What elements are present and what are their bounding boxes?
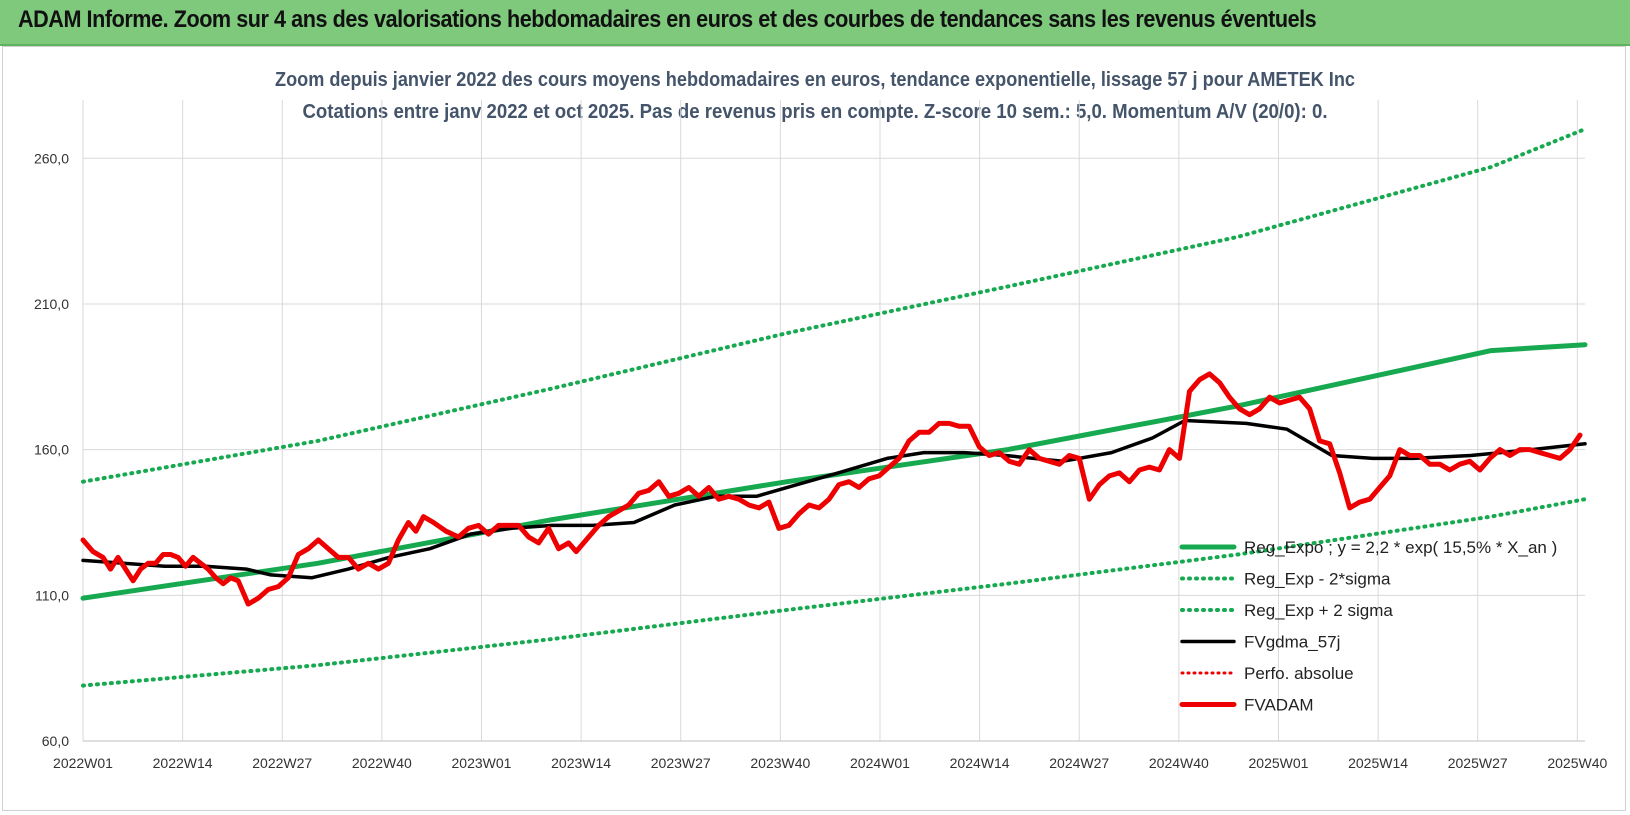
axes: 60,0 110,0 160,0 210,0 260,0 2022W01 2022W14 20… [34, 150, 1608, 771]
legend-label-reg: Reg_Expo ; y = 2,2 * exp( 15,5% * X_an ) [1244, 538, 1557, 557]
y-tick-label: 160,0 [34, 442, 69, 458]
chart-title: Zoom depuis janvier 2022 des cours moyen… [275, 69, 1355, 91]
series-line-fvadam [80, 371, 1583, 607]
legend-label-high: Reg_Exp + 2 sigma [1244, 601, 1393, 620]
x-tick-label: 2022W40 [352, 755, 412, 771]
chart-frame [2, 46, 1626, 811]
series-line-reg [80, 342, 1588, 601]
series-line-low [81, 497, 1587, 688]
x-tick-label: 2025W14 [1348, 755, 1408, 771]
report-title: ADAM Informe. Zoom sur 4 ans des valoris… [18, 6, 1317, 33]
x-tick-label: 2022W01 [53, 755, 113, 771]
chart-subtitle: Cotations entre janv 2022 et oct 2025. P… [303, 101, 1328, 123]
legend-label-fvadam: FVADAM [1244, 696, 1314, 715]
x-tick-label: 2023W40 [750, 755, 810, 771]
x-tick-label: 2024W40 [1149, 755, 1209, 771]
series-line-high [81, 127, 1587, 484]
legend-label-low: Reg_Exp - 2*sigma [1244, 570, 1391, 589]
x-tick-label: 2023W27 [651, 755, 711, 771]
legend-label-perfo: Perfo. absolue [1244, 664, 1354, 683]
x-tick-label: 2022W27 [252, 755, 312, 771]
x-tick-label: 2024W01 [850, 755, 910, 771]
y-tick-label: 260,0 [34, 150, 69, 166]
x-tick-label: 2023W14 [551, 755, 611, 771]
legend-label-fvg: FVgdma_57j [1244, 633, 1340, 652]
x-tick-label: 2024W14 [950, 755, 1010, 771]
x-tick-label: 2025W01 [1249, 755, 1309, 771]
x-tick-label: 2023W01 [452, 755, 512, 771]
grid [82, 100, 1585, 742]
x-tick-label: 2024W27 [1049, 755, 1109, 771]
series-lines [80, 127, 1588, 688]
x-tick-label: 2022W14 [153, 755, 213, 771]
x-tick-label: 2025W27 [1448, 755, 1508, 771]
x-tick-label: 2025W40 [1547, 755, 1607, 771]
y-tick-label: 60,0 [42, 733, 69, 749]
y-tick-label: 210,0 [34, 296, 69, 312]
y-tick-label: 110,0 [35, 587, 69, 603]
report-banner: ADAM Informe. Zoom sur 4 ans des valoris… [0, 0, 1630, 46]
legend: Reg_Expo ; y = 2,2 * exp( 15,5% * X_an )… [1179, 538, 1557, 715]
series-line-fvg [81, 418, 1587, 580]
